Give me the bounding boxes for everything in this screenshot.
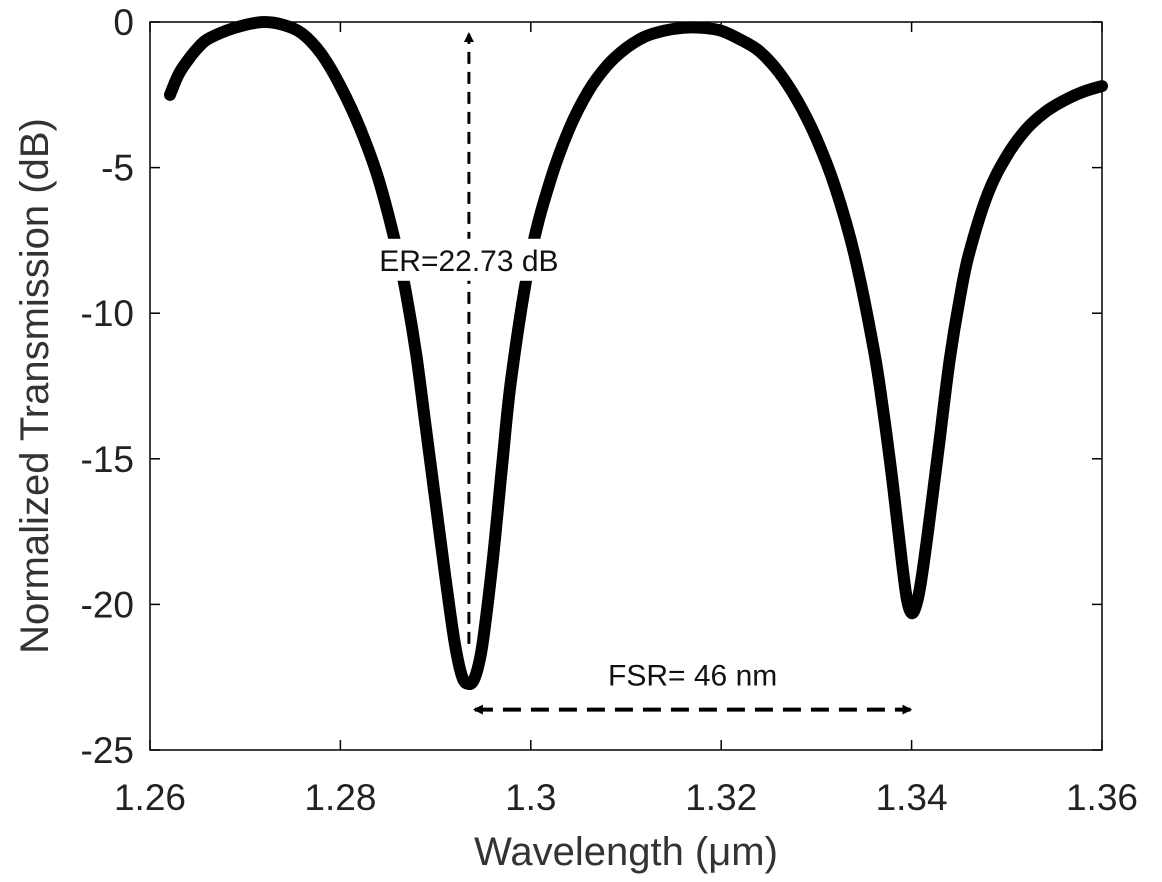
y-axis-label: Normalized Transmission (dB) (13, 118, 57, 654)
y-tick-label: -10 (81, 293, 134, 334)
y-tick-label: -5 (101, 148, 134, 189)
x-axis-label: Wavelength (μm) (474, 830, 778, 874)
plot-area (149, 21, 1103, 751)
y-tick-label: -20 (81, 584, 134, 625)
fsr-annotation: FSR= 46 nm (608, 660, 777, 693)
transmission-curve (164, 16, 1108, 690)
y-tick-label: 0 (113, 2, 134, 43)
x-tick-labels: 1.26 1.28 1.3 1.32 1.34 1.36 (114, 777, 1138, 818)
x-tick-label: 1.34 (876, 777, 948, 818)
x-tick-label: 1.28 (304, 777, 376, 818)
er-annotation: ER=22.73 dB (379, 245, 558, 278)
axis-ticks (149, 21, 1103, 751)
x-tick-label: 1.36 (1066, 777, 1138, 818)
y-tick-label: -15 (81, 439, 134, 480)
x-tick-label: 1.32 (685, 777, 757, 818)
x-tick-label: 1.3 (505, 777, 556, 818)
x-tick-label: 1.26 (114, 777, 186, 818)
y-tick-labels: 0 -5 -10 -15 -20 -25 (81, 2, 134, 771)
y-tick-label: -25 (81, 730, 134, 771)
er-label-background (356, 238, 581, 281)
